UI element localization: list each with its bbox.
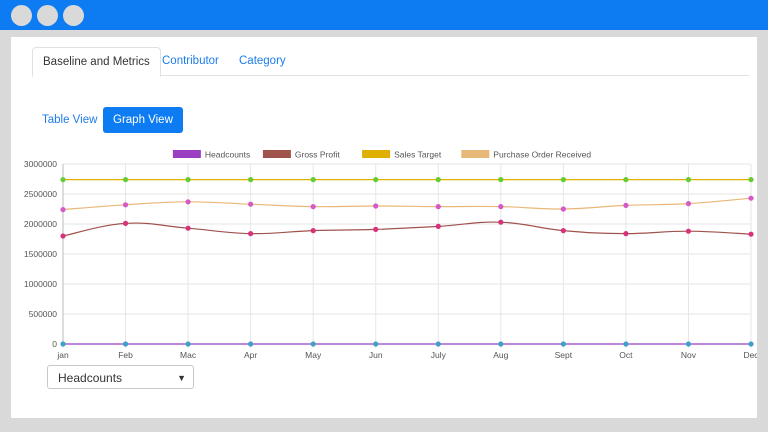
data-point-gross-profit — [748, 231, 754, 237]
data-point-purchase-order-received — [248, 201, 254, 207]
window-maximize-dot[interactable] — [63, 5, 84, 26]
data-point-purchase-order-received — [310, 204, 316, 210]
tab-category[interactable]: Category — [239, 55, 286, 67]
data-point-gross-profit — [623, 231, 629, 237]
main-panel: Baseline and Metrics Contributor Categor… — [11, 37, 757, 418]
data-point-gross-profit — [185, 225, 191, 231]
data-point-sales-target — [623, 177, 629, 183]
data-point-headcounts — [310, 341, 316, 347]
data-point-gross-profit — [435, 223, 441, 229]
data-point-purchase-order-received — [685, 201, 692, 207]
data-point-headcounts — [685, 341, 692, 347]
data-point-headcounts — [623, 341, 629, 347]
chevron-down-icon: ▼ — [177, 373, 186, 383]
y-tick-label: 0 — [52, 339, 57, 349]
data-point-sales-target — [685, 177, 692, 183]
y-tick-label: 3000000 — [24, 159, 57, 169]
data-point-purchase-order-received — [122, 202, 129, 208]
window-close-dot[interactable] — [11, 5, 32, 26]
legend-label-purchase-order-received: Purchase Order Received — [493, 150, 591, 160]
legend-label-headcounts: Headcounts — [205, 150, 250, 160]
legend-swatch-gross-profit — [262, 150, 291, 158]
data-point-purchase-order-received — [623, 202, 629, 208]
x-tick-label: Jun — [369, 350, 383, 360]
x-tick-label: July — [431, 350, 447, 360]
series-line-purchase-order-received — [62, 197, 752, 211]
data-point-gross-profit — [310, 228, 316, 234]
x-tick-label: Feb — [118, 350, 133, 360]
data-point-sales-target — [498, 177, 504, 183]
data-point-gross-profit — [373, 226, 379, 232]
metric-select[interactable]: Headcounts ▼ — [47, 365, 194, 389]
data-point-purchase-order-received — [560, 206, 566, 212]
series-line-gross-profit — [62, 221, 752, 237]
data-point-headcounts — [435, 341, 441, 347]
data-point-headcounts — [373, 341, 379, 347]
data-point-sales-target — [310, 177, 316, 183]
x-tick-label: jan — [56, 350, 69, 360]
x-tick-label: Mac — [180, 350, 197, 360]
legend-label-gross-profit: Gross Profit — [295, 150, 341, 160]
y-tick-label: 1500000 — [24, 249, 57, 259]
x-tick-label: Sept — [555, 350, 573, 360]
tab-baseline-and-metrics[interactable]: Baseline and Metrics — [32, 47, 161, 77]
data-point-purchase-order-received — [185, 199, 191, 205]
legend-label-sales-target: Sales Target — [394, 150, 442, 160]
table-view-button[interactable]: Table View — [42, 114, 98, 126]
data-point-headcounts — [748, 341, 754, 347]
data-point-purchase-order-received — [373, 203, 379, 209]
data-point-sales-target — [122, 177, 129, 183]
data-point-headcounts — [60, 341, 66, 347]
data-point-gross-profit — [685, 228, 692, 234]
y-tick-label: 2000000 — [24, 219, 57, 229]
legend-swatch-headcounts — [172, 150, 201, 158]
legend-swatch-purchase-order-received — [461, 150, 490, 158]
data-point-purchase-order-received — [435, 204, 441, 210]
y-tick-label: 1000000 — [24, 279, 57, 289]
data-point-headcounts — [185, 341, 191, 347]
x-tick-label: Apr — [244, 350, 257, 360]
data-point-gross-profit — [122, 220, 129, 226]
window-titlebar — [0, 0, 768, 30]
data-point-headcounts — [498, 341, 504, 347]
y-tick-label: 2500000 — [24, 189, 57, 199]
metric-select-value: Headcounts — [58, 371, 123, 385]
data-point-headcounts — [122, 341, 129, 347]
data-point-purchase-order-received — [498, 204, 504, 210]
x-tick-label: Oct — [619, 350, 633, 360]
data-point-sales-target — [373, 177, 379, 183]
data-point-gross-profit — [248, 231, 254, 237]
legend-swatch-sales-target — [362, 150, 391, 158]
data-point-sales-target — [185, 177, 191, 183]
data-point-gross-profit — [498, 219, 504, 225]
graph-view-button[interactable]: Graph View — [103, 107, 183, 133]
y-tick-label: 500000 — [29, 309, 58, 319]
data-point-purchase-order-received — [60, 207, 66, 213]
data-point-sales-target — [248, 177, 254, 183]
x-tick-label: Dec — [743, 350, 757, 360]
window-minimize-dot[interactable] — [37, 5, 58, 26]
data-point-sales-target — [748, 177, 754, 183]
data-point-gross-profit — [60, 233, 66, 239]
data-point-sales-target — [435, 177, 441, 183]
tab-bar: Baseline and Metrics Contributor Categor… — [32, 47, 749, 77]
data-point-sales-target — [60, 177, 66, 183]
data-point-headcounts — [560, 341, 566, 347]
x-tick-label: Aug — [493, 350, 508, 360]
data-point-headcounts — [248, 341, 254, 347]
data-point-gross-profit — [560, 228, 566, 234]
data-point-purchase-order-received — [748, 195, 754, 201]
x-tick-label: Nov — [681, 350, 697, 360]
line-chart: 3000000 2500000 2000000 1500000 1000000 50000… — [24, 150, 757, 361]
x-tick-label: May — [305, 350, 322, 360]
data-point-sales-target — [560, 177, 566, 183]
tab-contributor[interactable]: Contributor — [162, 55, 219, 67]
